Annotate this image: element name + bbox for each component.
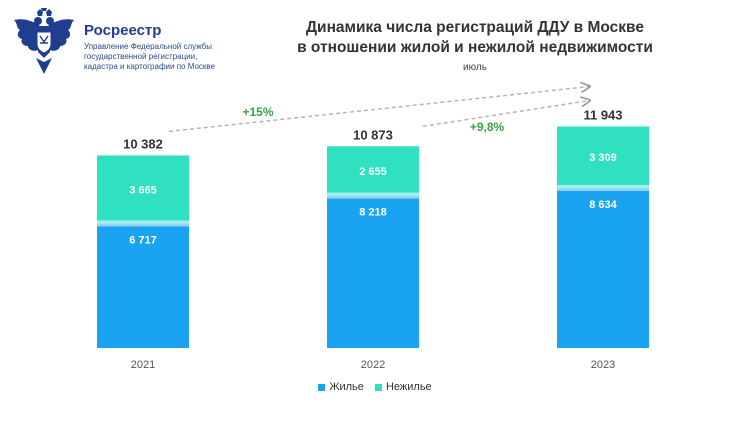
bar-residential (557, 187, 649, 348)
org-subtitle-line: государственной регистрации, (84, 52, 198, 61)
data-label-total: 11 943 (583, 107, 622, 122)
bar-nonresidential (97, 155, 189, 224)
x-tick-label: 2022 (361, 359, 385, 371)
bar-junction-highlight (327, 192, 419, 199)
org-subtitle-line: Управление Федеральной службы (84, 42, 212, 51)
legend-swatch (318, 383, 326, 391)
data-label-residential: 8 634 (589, 199, 617, 211)
data-label-nonresidential: 3 309 (589, 152, 617, 164)
legend-swatch (374, 383, 382, 391)
data-label-nonresidential: 3 665 (129, 184, 157, 196)
legend: Жилье Нежилье (0, 381, 750, 393)
legend-label: Жилье (329, 381, 364, 393)
growth-label-2022: +9,8% (470, 120, 505, 134)
x-tick-label: 2023 (591, 359, 615, 371)
growth-arrow-2022 (422, 100, 590, 128)
eagle-emblem-icon (14, 8, 74, 74)
data-label-total: 10 382 (123, 136, 163, 151)
chart-title-line: в отношении жилой и нежилой недвижимости (297, 39, 653, 56)
chart-subtitle: июль (463, 62, 487, 73)
bar-residential (97, 223, 189, 348)
legend-item-residential: Жилье (318, 381, 364, 393)
bar-nonresidential (327, 146, 419, 196)
chart-title-line: Динамика числа регистраций ДДУ в Москве (306, 19, 644, 36)
data-label-residential: 8 218 (359, 207, 387, 219)
bar-residential (327, 195, 419, 348)
logo-block: Росреестр Управление Федеральной службы … (10, 8, 220, 78)
legend-item-nonresidential: Нежилье (374, 381, 432, 393)
growth-arrow-2021 (168, 86, 590, 133)
growth-label-2021: +15% (242, 105, 273, 119)
legend-label: Нежилье (385, 381, 432, 393)
bar-nonresidential (557, 126, 649, 188)
x-tick-label: 2021 (131, 359, 155, 371)
org-name: Росреестр (84, 22, 162, 39)
bar-junction-highlight (97, 220, 189, 227)
org-subtitle: Управление Федеральной службы государств… (84, 42, 234, 72)
chart-title: Динамика числа регистраций ДДУ в Москве … (255, 18, 695, 58)
data-label-residential: 6 717 (129, 234, 157, 246)
data-label-total: 10 873 (353, 127, 393, 142)
bar-junction-highlight (557, 184, 649, 191)
org-subtitle-line: кадастра и картографии по Москве (84, 62, 216, 71)
data-label-nonresidential: 2 655 (359, 166, 387, 178)
